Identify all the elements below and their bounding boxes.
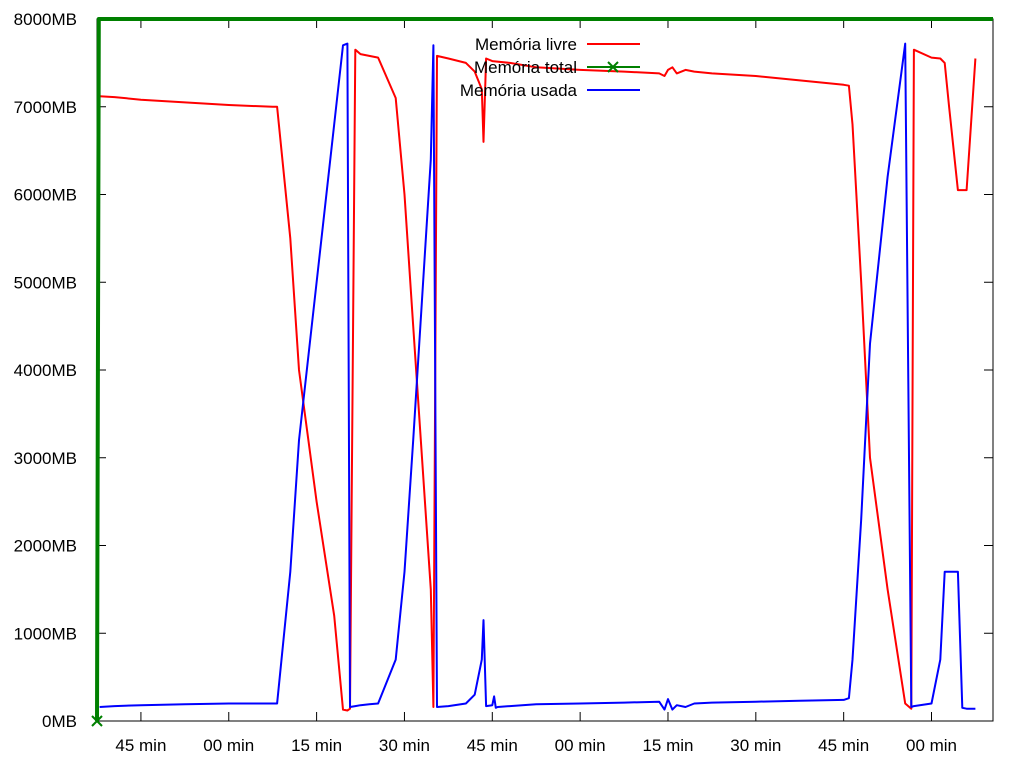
legend-label: Memória total: [474, 58, 577, 77]
legend-label: Memória livre: [475, 35, 577, 54]
series-point-marker: [91, 715, 103, 727]
x-axis-labels: 45 min 00 min 15 min 30 min 45 min 00 min 15 m…: [115, 736, 957, 755]
x-tick-label: 15 min: [291, 736, 342, 755]
series-line-2: [99, 42, 976, 711]
y-axis-labels: 0MB 1000MB 2000MB 3000MB 4000MB 5000MB 6000MB 7…: [14, 10, 77, 731]
x-tick-label: 00 min: [203, 736, 254, 755]
x-tick-label: 30 min: [730, 736, 781, 755]
x-tick-label: 00 min: [906, 736, 957, 755]
y-tick-label: 8000MB: [14, 10, 77, 29]
y-tick-label: 5000MB: [14, 273, 77, 292]
axis-ticks: [97, 18, 993, 722]
x-tick-label: 15 min: [642, 736, 693, 755]
x-tick-label: 00 min: [555, 736, 606, 755]
y-tick-label: 1000MB: [14, 624, 77, 643]
series-line-1: [95, 17, 993, 722]
x-tick-label: 45 min: [818, 736, 869, 755]
y-tick-label: 6000MB: [14, 186, 77, 205]
x-tick-label: 45 min: [115, 736, 166, 755]
plot-frame: [96, 18, 994, 722]
x-tick-label: 30 min: [379, 736, 430, 755]
legend-label: Memória usada: [460, 81, 578, 100]
y-tick-label: 3000MB: [14, 449, 77, 468]
legend-marker: [607, 61, 619, 73]
y-tick-label: 7000MB: [14, 98, 77, 117]
y-tick-label: 2000MB: [14, 537, 77, 556]
legend: Memória livre Memória total Memória usada: [460, 35, 640, 100]
y-tick-label: 0MB: [42, 712, 77, 731]
y-tick-label: 4000MB: [14, 361, 77, 380]
series-layer: [91, 17, 993, 727]
series-line-0: [99, 48, 977, 712]
x-tick-label: 45 min: [467, 736, 518, 755]
